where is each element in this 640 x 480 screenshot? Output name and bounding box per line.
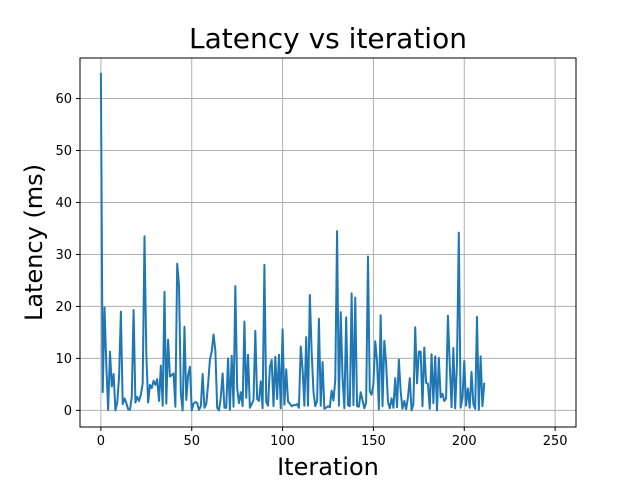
y-tick-label: 0 <box>64 404 72 419</box>
x-tick-label: 0 <box>97 434 105 449</box>
y-tick-label: 10 <box>55 352 72 367</box>
y-tick-label: 50 <box>55 144 72 159</box>
x-tick-label: 100 <box>270 434 295 449</box>
x-axis-label: Iteration <box>277 453 379 480</box>
x-tick-label: 50 <box>183 434 200 449</box>
y-axis-label: Latency (ms) <box>20 164 48 321</box>
latency-series-line <box>99 72 486 412</box>
y-tick-label: 60 <box>55 92 72 107</box>
y-tick-label: 30 <box>55 248 72 263</box>
y-tick-label: 20 <box>55 300 72 315</box>
y-axis-ticks: 0 10 20 30 40 50 60 <box>55 92 80 419</box>
x-axis-ticks: 0 50 100 150 200 250 <box>97 427 568 449</box>
x-tick-label: 150 <box>361 434 386 449</box>
plot-frame <box>79 57 577 428</box>
series-layer <box>99 72 486 412</box>
plot-area-background <box>80 58 576 427</box>
chart-title: Latency vs iteration <box>189 22 467 55</box>
y-tick-label: 40 <box>55 196 72 211</box>
x-tick-label: 250 <box>543 434 568 449</box>
x-tick-label: 200 <box>452 434 477 449</box>
